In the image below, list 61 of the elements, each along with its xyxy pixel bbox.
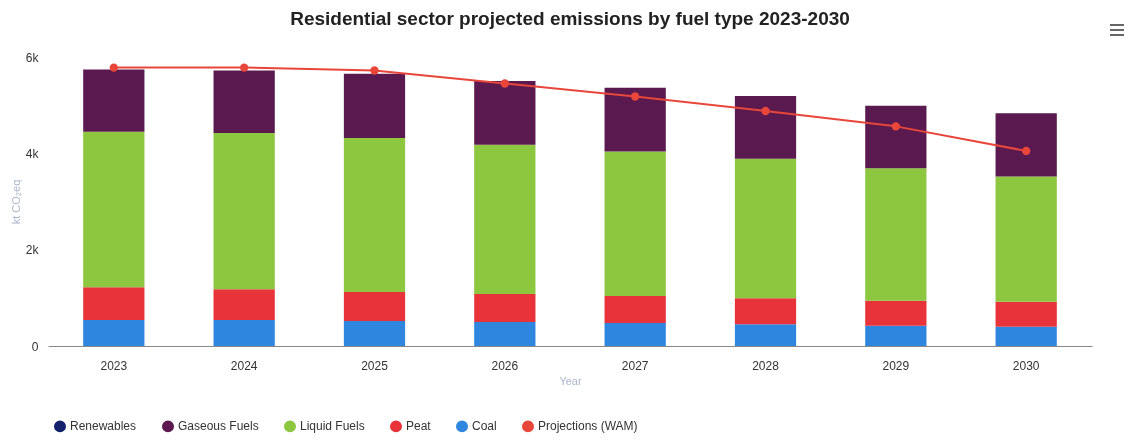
legend-label: Coal: [472, 419, 497, 434]
x-tick-label: 2029: [882, 358, 910, 373]
x-axis-title: Year: [559, 374, 582, 387]
bar: [604, 322, 666, 346]
point: [370, 66, 379, 75]
bar: [995, 176, 1057, 302]
y-tick-label: 2k: [25, 243, 40, 258]
bar: [995, 301, 1057, 327]
bar: [213, 70, 275, 134]
bar: [474, 81, 536, 145]
x-tick-label: 2026: [491, 358, 519, 373]
bar: [343, 320, 406, 346]
x-tick-label: 2023: [100, 358, 128, 373]
legend-label: Liquid Fuels: [300, 419, 365, 434]
bar: [213, 289, 275, 320]
bar: [343, 292, 406, 321]
bar: [604, 87, 666, 152]
bar: [83, 287, 145, 320]
bar: [474, 293, 536, 322]
x-tick-label: 2028: [752, 358, 780, 373]
point: [500, 79, 510, 88]
x-tick-label: 2025: [361, 358, 389, 373]
legend-label: Peat: [406, 419, 432, 434]
bar: [83, 69, 145, 132]
point: [891, 122, 901, 131]
y-tick-label: 4k: [25, 146, 40, 161]
bar: [474, 321, 536, 346]
bar: [995, 113, 1057, 177]
legend-label: Projections (WAM): [538, 419, 638, 434]
bar: [995, 326, 1057, 346]
bar: [865, 325, 927, 346]
bar: [83, 131, 145, 288]
bar: [343, 137, 406, 293]
bar: [604, 295, 666, 323]
point: [239, 63, 249, 72]
point: [109, 63, 118, 72]
point: [1022, 146, 1031, 156]
bar: [734, 158, 797, 299]
y-tick-label: 6k: [25, 50, 40, 65]
bar: [865, 105, 927, 169]
x-tick-label: 2024: [230, 358, 258, 373]
bar: [604, 151, 666, 296]
bar: [734, 324, 797, 346]
bar: [865, 300, 927, 326]
point: [761, 106, 770, 116]
legend-label: Gaseous Fuels: [178, 419, 259, 434]
bar: [213, 319, 275, 346]
legend-label: Renewables: [70, 419, 137, 434]
y-axis-title: kt CO₂eq: [9, 179, 22, 225]
bar: [734, 298, 797, 325]
bar: [343, 73, 406, 138]
x-tick-label: 2030: [1012, 358, 1040, 373]
bar: [213, 133, 275, 290]
x-tick-label: 2027: [621, 358, 649, 373]
bar: [734, 96, 797, 159]
y-tick-label: 0: [31, 339, 39, 354]
point: [630, 92, 640, 101]
bar: [83, 319, 145, 346]
bar: [474, 144, 536, 294]
bar: [865, 168, 927, 301]
chart-title: Residential sector projected emissions by fuel type 2023-2030: [290, 8, 850, 29]
